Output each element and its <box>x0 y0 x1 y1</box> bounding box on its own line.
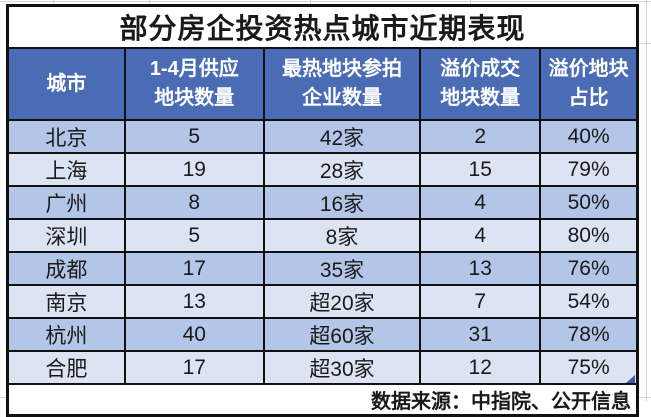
spreadsheet-gridline <box>639 43 651 44</box>
table-row-nanjing: 南京 13 超20家 7 54% <box>6 284 639 319</box>
spreadsheet-corner-handle-icon <box>626 375 635 382</box>
value-cell: 8家 <box>262 218 422 253</box>
value-cell: 40% <box>539 119 639 154</box>
city-cell: 北京 <box>6 119 126 154</box>
city-investment-table: 部分房企投资热点城市近期表现 城市 1-4月供应 地块数量 最热地块参拍 企业数… <box>6 4 639 417</box>
city-cell: 杭州 <box>6 317 126 352</box>
value-cell: 5 <box>123 218 265 253</box>
value-cell: 超30家 <box>262 350 422 385</box>
value-cell: 5 <box>123 119 265 154</box>
value-cell: 75% <box>539 350 639 385</box>
header-line: 城市 <box>46 72 87 95</box>
value-cell: 54% <box>539 284 639 319</box>
value-cell: 13 <box>123 284 265 319</box>
value-cell: 4 <box>419 218 542 253</box>
header-line: 溢价地块 <box>548 58 629 80</box>
header-line: 占比 <box>568 87 609 109</box>
data-source-note: 数据来源：中指院、公开信息 <box>6 383 639 417</box>
header-line: 地块数量 <box>154 87 235 109</box>
table-row-hangzhou: 杭州 40 超60家 31 78% <box>6 317 639 352</box>
value-cell: 16家 <box>262 185 422 220</box>
value-cell: 42家 <box>262 119 422 154</box>
value-cell: 35家 <box>262 251 422 286</box>
table-row-beijing: 北京 5 42家 2 40% <box>6 119 639 154</box>
value-cell: 15 <box>419 152 542 187</box>
header-cell-city: 城市 <box>6 47 126 121</box>
city-cell: 成都 <box>6 251 126 286</box>
header-cell-bidding-companies: 最热地块参拍 企业数量 <box>262 47 422 121</box>
header-line: 溢价成交 <box>440 58 521 80</box>
spreadsheet-gridline <box>0 1 651 2</box>
spreadsheet-gridline <box>646 0 647 401</box>
header-cell-supplied-plots: 1-4月供应 地块数量 <box>123 47 265 121</box>
city-cell: 南京 <box>6 284 126 319</box>
table-row-shenzhen: 深圳 5 8家 4 80% <box>6 218 639 253</box>
value-cell: 79% <box>539 152 639 187</box>
value-cell: 超60家 <box>262 317 422 352</box>
value-cell: 76% <box>539 251 639 286</box>
value-cell: 78% <box>539 317 639 352</box>
table-title: 部分房企投资热点城市近期表现 <box>6 4 639 49</box>
value-cell: 31 <box>419 317 542 352</box>
header-line: 1-4月供应 <box>149 58 239 80</box>
city-cell: 广州 <box>6 185 126 220</box>
value-cell: 17 <box>123 350 265 385</box>
header-cell-premium-ratio: 溢价地块 占比 <box>539 47 639 121</box>
value-cell: 2 <box>419 119 542 154</box>
value-cell: 超20家 <box>262 284 422 319</box>
header-line: 最热地块参拍 <box>281 58 402 80</box>
header-row: 城市 1-4月供应 地块数量 最热地块参拍 企业数量 溢价成交 地块数量 溢价地… <box>6 47 639 121</box>
table-row-guangzhou: 广州 8 16家 4 50% <box>6 185 639 220</box>
value-cell: 40 <box>123 317 265 352</box>
value-text: 75% <box>567 355 610 379</box>
city-cell: 上海 <box>6 152 126 187</box>
value-cell: 4 <box>419 185 542 220</box>
table-row-shanghai: 上海 19 28家 15 79% <box>6 152 639 187</box>
value-cell: 28家 <box>262 152 422 187</box>
value-cell: 7 <box>419 284 542 319</box>
header-line: 地块数量 <box>440 87 521 109</box>
header-cell-premium-deals: 溢价成交 地块数量 <box>419 47 542 121</box>
value-cell: 19 <box>123 152 265 187</box>
city-cell: 深圳 <box>6 218 126 253</box>
value-cell: 12 <box>419 350 542 385</box>
value-cell: 8 <box>123 185 265 220</box>
table-row-hefei: 合肥 17 超30家 12 75% <box>6 350 639 385</box>
value-cell: 50% <box>539 185 639 220</box>
value-cell: 17 <box>123 251 265 286</box>
value-cell: 13 <box>419 251 542 286</box>
city-cell: 合肥 <box>6 350 126 385</box>
value-cell: 80% <box>539 218 639 253</box>
table-row-chengdu: 成都 17 35家 13 76% <box>6 251 639 286</box>
header-line: 企业数量 <box>301 87 382 109</box>
